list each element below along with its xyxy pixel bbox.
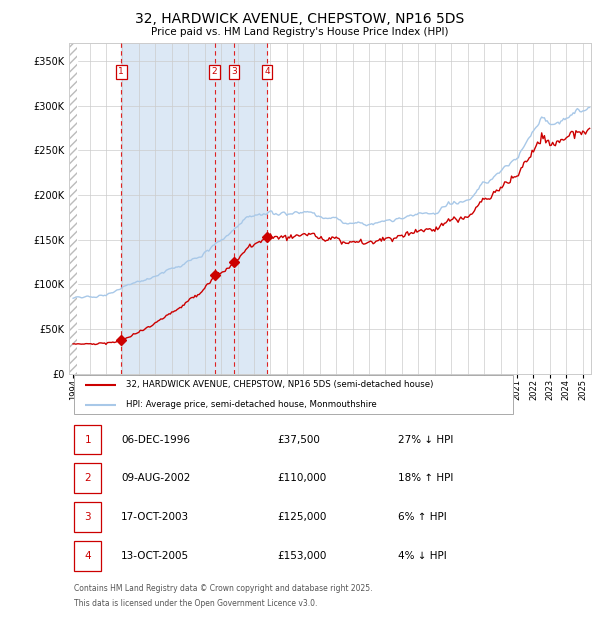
- Text: 13-OCT-2005: 13-OCT-2005: [121, 551, 190, 561]
- Text: Price paid vs. HM Land Registry's House Price Index (HPI): Price paid vs. HM Land Registry's House …: [151, 27, 449, 37]
- Text: £110,000: £110,000: [278, 473, 327, 484]
- Text: 2: 2: [212, 68, 217, 76]
- Bar: [74, 375, 512, 414]
- Text: 2: 2: [85, 473, 91, 484]
- Text: 27% ↓ HPI: 27% ↓ HPI: [398, 435, 453, 445]
- Text: 18% ↑ HPI: 18% ↑ HPI: [398, 473, 453, 484]
- Bar: [74, 541, 101, 571]
- Text: 32, HARDWICK AVENUE, CHEPSTOW, NP16 5DS (semi-detached house): 32, HARDWICK AVENUE, CHEPSTOW, NP16 5DS …: [127, 380, 434, 389]
- Text: 3: 3: [231, 68, 237, 76]
- Text: £125,000: £125,000: [278, 512, 327, 522]
- Text: 4: 4: [85, 551, 91, 561]
- Bar: [69, 43, 77, 374]
- Bar: [74, 464, 101, 493]
- Text: £37,500: £37,500: [278, 435, 320, 445]
- Text: 3: 3: [85, 512, 91, 522]
- Text: 1: 1: [118, 68, 124, 76]
- Bar: [74, 425, 101, 454]
- Bar: [69, 43, 77, 374]
- Text: 4% ↓ HPI: 4% ↓ HPI: [398, 551, 446, 561]
- Text: 6% ↑ HPI: 6% ↑ HPI: [398, 512, 446, 522]
- Text: 06-DEC-1996: 06-DEC-1996: [121, 435, 190, 445]
- Text: 1: 1: [85, 435, 91, 445]
- Text: This data is licensed under the Open Government Licence v3.0.: This data is licensed under the Open Gov…: [74, 599, 317, 608]
- Bar: [74, 502, 101, 532]
- Text: £153,000: £153,000: [278, 551, 327, 561]
- Bar: [121, 43, 267, 374]
- Text: Contains HM Land Registry data © Crown copyright and database right 2025.: Contains HM Land Registry data © Crown c…: [74, 583, 373, 593]
- Text: 09-AUG-2002: 09-AUG-2002: [121, 473, 191, 484]
- Text: 4: 4: [264, 68, 270, 76]
- Text: 32, HARDWICK AVENUE, CHEPSTOW, NP16 5DS: 32, HARDWICK AVENUE, CHEPSTOW, NP16 5DS: [136, 12, 464, 27]
- Text: HPI: Average price, semi-detached house, Monmouthshire: HPI: Average price, semi-detached house,…: [127, 400, 377, 409]
- Text: 17-OCT-2003: 17-OCT-2003: [121, 512, 190, 522]
